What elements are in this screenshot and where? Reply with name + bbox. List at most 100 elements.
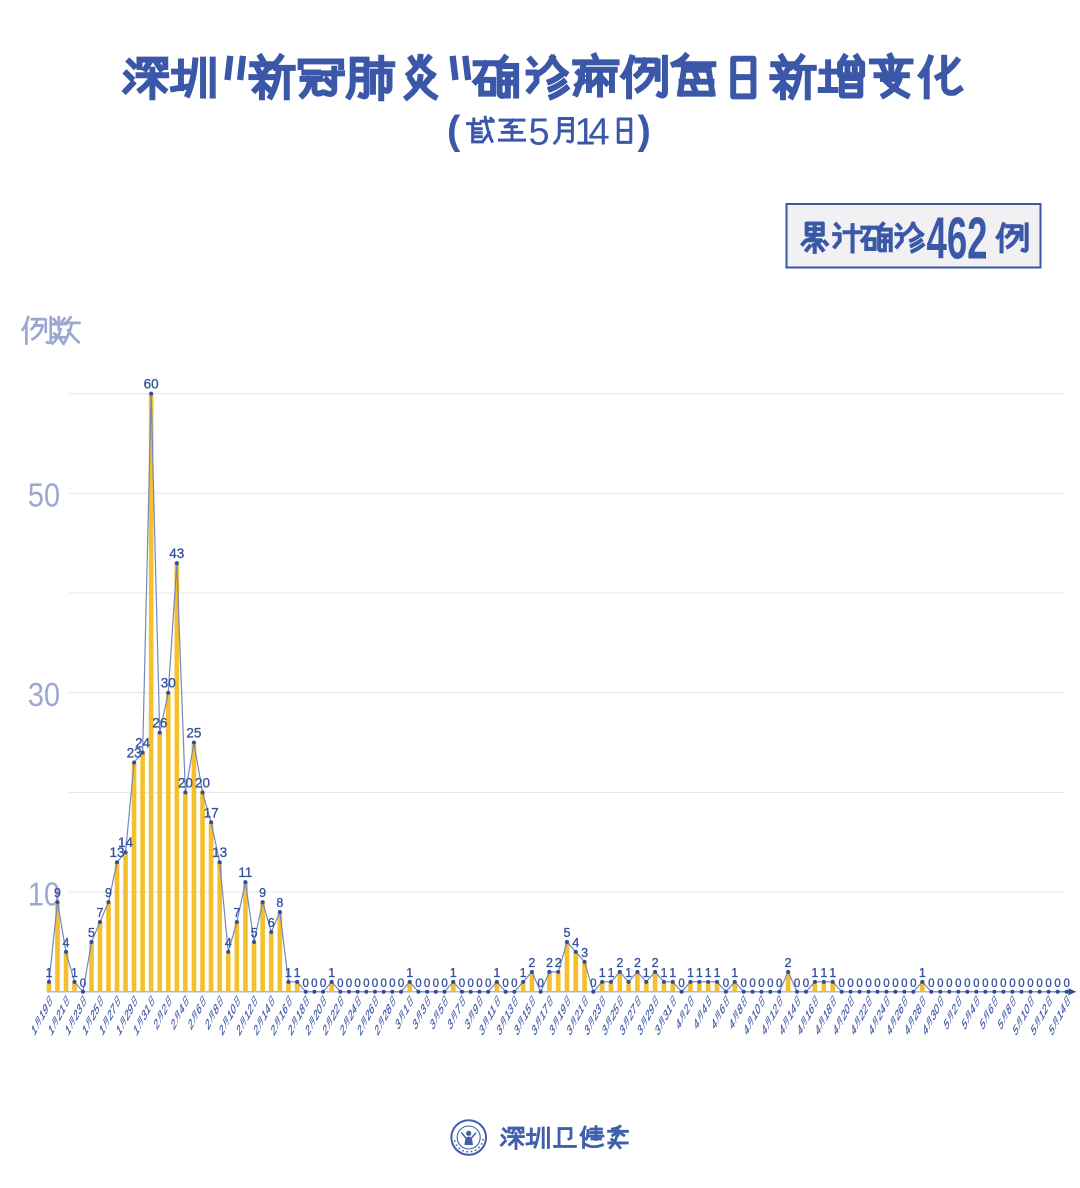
svg-text:1: 1 (47, 1020, 56, 1039)
svg-text:0: 0 (1018, 978, 1024, 990)
svg-text:0: 0 (740, 978, 746, 990)
svg-text:0: 0 (883, 978, 889, 990)
svg-text:2: 2 (555, 956, 562, 970)
svg-text:4: 4 (728, 1014, 737, 1033)
svg-text:13: 13 (110, 845, 125, 860)
svg-text:0: 0 (749, 978, 755, 990)
svg-text:1: 1 (599, 966, 606, 980)
svg-text:0: 0 (537, 978, 543, 990)
svg-text:0: 0 (1063, 978, 1069, 990)
svg-text:0: 0 (901, 978, 907, 990)
svg-text:5: 5 (437, 999, 446, 1018)
svg-text:3: 3 (411, 1014, 420, 1033)
svg-text:0: 0 (476, 978, 482, 990)
svg-text:1: 1 (696, 966, 703, 980)
svg-text:5: 5 (1011, 1020, 1020, 1039)
svg-text:5: 5 (251, 926, 258, 940)
svg-text:7: 7 (233, 906, 240, 920)
svg-text:9: 9 (54, 886, 61, 900)
svg-text:0: 0 (372, 978, 378, 990)
svg-text:0: 0 (794, 978, 800, 990)
svg-text:1: 1 (625, 966, 632, 980)
svg-text:1: 1 (493, 966, 500, 980)
svg-text:2: 2 (616, 956, 623, 970)
svg-text:0: 0 (389, 978, 395, 990)
svg-text:11: 11 (238, 865, 252, 880)
svg-text:2: 2 (187, 1014, 196, 1033)
svg-text:4: 4 (903, 1020, 912, 1039)
svg-text:0: 0 (415, 978, 421, 990)
svg-text:2: 2 (634, 956, 641, 970)
svg-text:0: 0 (1036, 978, 1042, 990)
svg-text:2: 2 (528, 956, 535, 970)
svg-text:1: 1 (64, 1020, 73, 1039)
svg-text:1: 1 (294, 966, 301, 980)
svg-text:1: 1 (705, 966, 712, 980)
svg-text:0: 0 (337, 978, 343, 990)
svg-text:23: 23 (127, 745, 142, 760)
svg-text:1: 1 (402, 999, 411, 1018)
svg-text:0: 0 (973, 978, 979, 990)
svg-text:3: 3 (394, 1014, 403, 1033)
svg-text:): ) (638, 109, 651, 153)
svg-text:4: 4 (700, 999, 709, 1018)
svg-text:0: 0 (424, 978, 430, 990)
svg-text:0: 0 (964, 978, 970, 990)
svg-text:0: 0 (590, 978, 596, 990)
svg-text:5: 5 (88, 926, 95, 940)
svg-text:3: 3 (495, 1020, 504, 1039)
svg-text:1: 1 (132, 1020, 141, 1039)
svg-text:4: 4 (849, 1020, 858, 1039)
svg-text:4: 4 (814, 1020, 823, 1039)
svg-text:7: 7 (454, 999, 463, 1018)
svg-text:0: 0 (441, 978, 447, 990)
svg-text:3: 3 (530, 1020, 539, 1039)
svg-text:1: 1 (731, 966, 738, 980)
svg-text:1: 1 (328, 966, 335, 980)
svg-text:2: 2 (373, 1020, 382, 1039)
svg-text:0: 0 (459, 978, 465, 990)
svg-text:10: 10 (28, 876, 60, 913)
svg-text:1: 1 (669, 966, 676, 980)
svg-text:8: 8 (212, 999, 221, 1018)
svg-text:2: 2 (546, 956, 553, 970)
svg-text:0: 0 (380, 978, 386, 990)
svg-text:9: 9 (259, 886, 266, 900)
svg-text:4: 4 (760, 1020, 769, 1039)
svg-text:1: 1 (115, 1020, 124, 1039)
svg-text:0: 0 (767, 978, 773, 990)
svg-text:4: 4 (710, 1014, 719, 1033)
svg-text:1: 1 (811, 966, 818, 980)
svg-text:6: 6 (268, 916, 275, 930)
svg-text:0: 0 (865, 978, 871, 990)
svg-text:1: 1 (520, 966, 527, 980)
svg-text:0: 0 (910, 978, 916, 990)
svg-text:3: 3 (429, 1014, 438, 1033)
svg-text:0: 0 (776, 978, 782, 990)
svg-text:3: 3 (513, 1020, 522, 1039)
svg-text:3: 3 (419, 999, 428, 1018)
svg-text:0: 0 (758, 978, 764, 990)
svg-text:1: 1 (450, 966, 457, 980)
svg-text:13: 13 (212, 845, 227, 860)
svg-text:4: 4 (572, 936, 579, 950)
svg-text:20: 20 (178, 775, 193, 790)
svg-text:6: 6 (718, 999, 727, 1018)
svg-text:4: 4 (968, 999, 977, 1018)
svg-text:3: 3 (463, 1014, 472, 1033)
svg-text:2: 2 (235, 1020, 244, 1039)
svg-text:2: 2 (356, 1020, 365, 1039)
svg-text:8: 8 (736, 999, 745, 1018)
svg-text:0: 0 (467, 978, 473, 990)
svg-text:3: 3 (654, 1020, 663, 1039)
svg-text:30: 30 (28, 676, 60, 713)
svg-text:1: 1 (30, 1020, 39, 1039)
svg-text:4: 4 (921, 1020, 930, 1039)
svg-text:0: 0 (363, 978, 369, 990)
svg-text:2: 2 (950, 999, 959, 1018)
svg-text:0: 0 (991, 978, 997, 990)
svg-text:0: 0 (80, 978, 86, 990)
svg-text:3: 3 (601, 1020, 610, 1039)
svg-text:3: 3 (478, 1020, 487, 1039)
svg-text:5: 5 (1029, 1020, 1038, 1039)
